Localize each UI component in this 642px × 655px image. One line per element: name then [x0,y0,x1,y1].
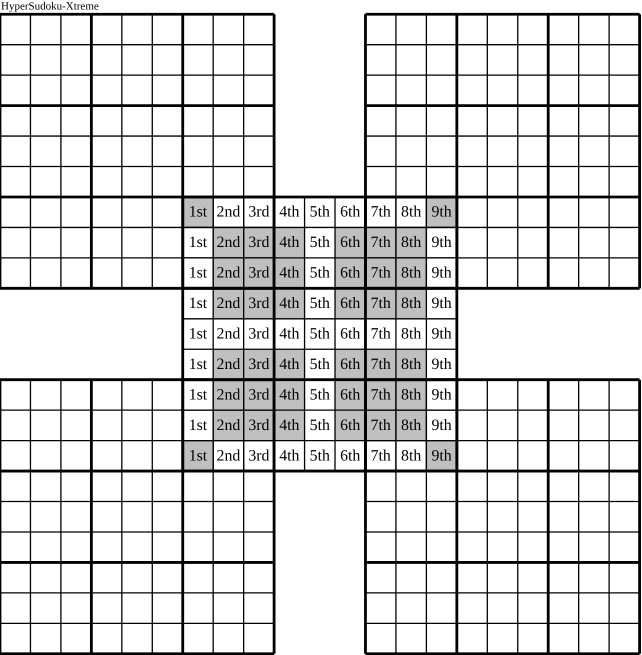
svg-text:3rd: 3rd [248,326,269,343]
svg-text:5th: 5th [310,356,330,373]
svg-text:8th: 8th [401,417,421,434]
svg-text:4th: 4th [279,295,299,312]
svg-text:6th: 6th [340,326,360,343]
svg-text:7th: 7th [371,204,391,221]
svg-text:6th: 6th [340,234,360,251]
svg-text:HyperSudoku-Xtreme: HyperSudoku-Xtreme [1,0,99,12]
svg-text:9th: 9th [431,234,451,251]
svg-text:3rd: 3rd [248,234,269,251]
svg-text:9th: 9th [431,447,451,464]
svg-text:2nd: 2nd [217,295,241,312]
svg-text:7th: 7th [371,326,391,343]
svg-text:1st: 1st [189,326,208,343]
svg-text:7th: 7th [371,447,391,464]
svg-text:9th: 9th [431,417,451,434]
svg-text:5th: 5th [310,204,330,221]
svg-text:8th: 8th [401,447,421,464]
svg-text:7th: 7th [371,295,391,312]
svg-text:5th: 5th [310,417,330,434]
svg-text:5th: 5th [310,234,330,251]
svg-text:4th: 4th [279,234,299,251]
svg-text:9th: 9th [431,204,451,221]
svg-text:2nd: 2nd [217,326,241,343]
svg-text:6th: 6th [340,417,360,434]
svg-text:3rd: 3rd [248,204,269,221]
svg-text:6th: 6th [340,204,360,221]
svg-text:1st: 1st [189,356,208,373]
svg-text:4th: 4th [279,417,299,434]
svg-text:4th: 4th [279,447,299,464]
svg-text:6th: 6th [340,265,360,282]
svg-text:6th: 6th [340,295,360,312]
svg-text:9th: 9th [431,326,451,343]
svg-text:5th: 5th [310,295,330,312]
svg-text:1st: 1st [189,234,208,251]
svg-text:7th: 7th [371,265,391,282]
svg-text:7th: 7th [371,356,391,373]
svg-text:8th: 8th [401,204,421,221]
svg-text:7th: 7th [371,417,391,434]
svg-text:1st: 1st [189,204,208,221]
svg-text:3rd: 3rd [248,447,269,464]
svg-text:1st: 1st [189,295,208,312]
svg-text:8th: 8th [401,234,421,251]
svg-text:5th: 5th [310,447,330,464]
svg-text:2nd: 2nd [217,386,241,403]
svg-text:2nd: 2nd [217,447,241,464]
svg-text:8th: 8th [401,326,421,343]
svg-text:3rd: 3rd [248,417,269,434]
svg-text:4th: 4th [279,326,299,343]
svg-text:6th: 6th [340,386,360,403]
svg-text:2nd: 2nd [217,234,241,251]
svg-text:4th: 4th [279,356,299,373]
svg-text:4th: 4th [279,386,299,403]
svg-text:1st: 1st [189,265,208,282]
svg-text:9th: 9th [431,386,451,403]
svg-text:9th: 9th [431,356,451,373]
svg-text:1st: 1st [189,386,208,403]
svg-text:7th: 7th [371,234,391,251]
svg-text:1st: 1st [189,447,208,464]
svg-text:2nd: 2nd [217,417,241,434]
svg-text:6th: 6th [340,356,360,373]
svg-text:6th: 6th [340,447,360,464]
svg-text:8th: 8th [401,295,421,312]
svg-text:3rd: 3rd [248,386,269,403]
svg-text:2nd: 2nd [217,356,241,373]
svg-text:8th: 8th [401,386,421,403]
svg-text:9th: 9th [431,265,451,282]
svg-text:3rd: 3rd [248,265,269,282]
svg-text:2nd: 2nd [217,265,241,282]
svg-text:4th: 4th [279,204,299,221]
svg-text:8th: 8th [401,356,421,373]
svg-text:9th: 9th [431,295,451,312]
svg-text:2nd: 2nd [217,204,241,221]
svg-text:5th: 5th [310,265,330,282]
svg-text:5th: 5th [310,386,330,403]
svg-text:8th: 8th [401,265,421,282]
svg-text:3rd: 3rd [248,295,269,312]
svg-text:3rd: 3rd [248,356,269,373]
svg-text:7th: 7th [371,386,391,403]
svg-text:4th: 4th [279,265,299,282]
svg-text:1st: 1st [189,417,208,434]
svg-text:5th: 5th [310,326,330,343]
